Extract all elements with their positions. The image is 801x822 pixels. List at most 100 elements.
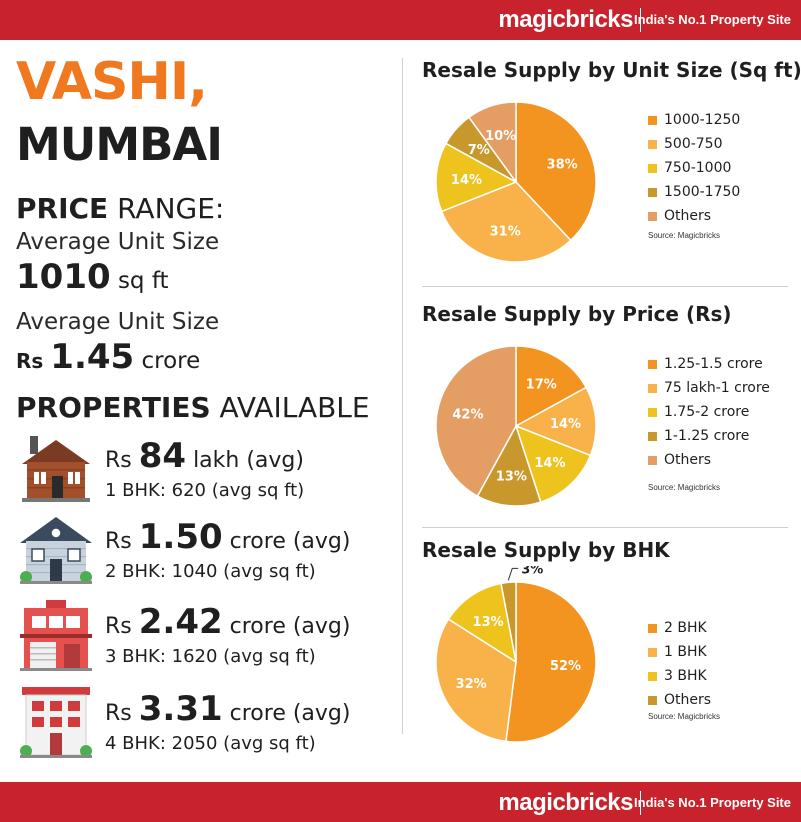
legend-item: 1-1.25 crore [648, 424, 770, 448]
pie-slice-2 [440, 181, 572, 263]
legend-swatch [648, 211, 657, 221]
locality-title: VASHI, [16, 52, 208, 112]
legend-label: 1000-1250 [664, 112, 741, 128]
legend-item: 75 lakh-1 crore [648, 376, 770, 400]
properties-heading: PROPERTIES AVAILABLE [16, 391, 370, 424]
chart-title: Resale Supply by BHK [422, 538, 670, 562]
legend-swatch [648, 359, 657, 369]
footer-brand-logo[interactable]: magicbricks [498, 789, 633, 816]
unit-size-label: Average Unit Size [16, 229, 220, 255]
property-price: Rs 1.50 crore (avg) [105, 517, 350, 557]
legend-label: Others [664, 208, 712, 224]
property-currency: Rs [105, 614, 139, 639]
column-divider [402, 58, 403, 734]
property-price-unit: lakh (avg) [186, 448, 304, 473]
pie-slice-5 [467, 101, 517, 185]
legend-item: Others [648, 448, 770, 472]
unit-size-value: 1010 [16, 257, 111, 297]
chart-title: Resale Supply by Price (Rs) [422, 302, 732, 326]
footer-tagline: India's No.1 Property Site [634, 795, 791, 810]
pie-leader-line [507, 567, 519, 581]
avg-price-value: 1.45 [50, 337, 135, 377]
pie-slice-label: 42% [452, 408, 483, 423]
property-price-value: 3.31 [138, 689, 223, 729]
pie-slice-label: 10% [485, 129, 516, 144]
building-icon [20, 687, 92, 758]
pie-slice-label: 31% [490, 224, 521, 239]
city-title: MUMBAI [16, 118, 223, 171]
legend-swatch [648, 139, 657, 149]
header-tagline: India's No.1 Property Site [634, 12, 791, 27]
legend-swatch [648, 163, 657, 173]
property-card-3bhk[interactable]: Rs 2.42 crore (avg) 3 BHK: 1620 (avg sq … [16, 600, 396, 680]
pie-chart: 38% 31% 14% 7%10% [435, 101, 597, 263]
property-card-4bhk[interactable]: Rs 3.31 crore (avg) 4 BHK: 2050 (avg sq … [16, 687, 396, 767]
price-range-heading: PRICE RANGE: [16, 192, 224, 225]
pie-slice-3 [435, 142, 518, 213]
property-currency: Rs [105, 701, 139, 726]
brand-logo[interactable]: magicbricks [498, 6, 633, 33]
legend-label: 2 BHK [664, 620, 707, 636]
legend-item: 2 BHK [648, 616, 711, 640]
pie-slice-4 [476, 424, 542, 507]
properties-heading-bold: PROPERTIES [16, 391, 211, 424]
chart-divider [422, 286, 788, 287]
property-card-2bhk[interactable]: Rs 1.50 crore (avg) 2 BHK: 1040 (avg sq … [16, 515, 396, 595]
legend-swatch [648, 407, 657, 417]
property-price-value: 84 [138, 436, 187, 476]
avg-price-value-line: Rs 1.45 crore [16, 337, 200, 377]
avg-price-unit: crore [134, 348, 201, 374]
legend-item: Others [648, 688, 711, 712]
chart-source: Source: Magicbricks [648, 483, 721, 492]
pie-slice-label: 14% [534, 456, 565, 471]
building-icon [20, 600, 92, 671]
house-icon [22, 436, 90, 502]
pie-chart: 52% 32% 13% 3% [435, 566, 597, 743]
legend-item: 750-1000 [648, 156, 740, 180]
pie-slice-4 [500, 581, 517, 663]
property-price: Rs 2.42 crore (avg) [105, 602, 350, 642]
avg-price-currency: Rs [16, 349, 51, 373]
pie-slice-label: 52% [550, 659, 581, 674]
pie-slice-3 [447, 582, 518, 664]
property-price-unit: crore (avg) [222, 701, 351, 726]
property-detail: 3 BHK: 1620 (avg sq ft) [105, 646, 316, 667]
legend-item: 1000-1250 [648, 108, 740, 132]
property-price: Rs 3.31 crore (avg) [105, 689, 350, 729]
legend-label: 3 BHK [664, 668, 707, 684]
legend-label: 750-1000 [664, 160, 732, 176]
property-price: Rs 84 lakh (avg) [105, 436, 304, 476]
property-price-value: 2.42 [138, 602, 223, 642]
pie-slice-2 [514, 386, 597, 457]
legend-swatch [648, 431, 657, 441]
legend-item: 500-750 [648, 132, 740, 156]
pie-chart: 17% 14% 14% 13% 42% [435, 345, 597, 507]
footer-separator [640, 791, 641, 815]
legend-swatch [648, 383, 657, 393]
pie-slice-label: 13% [496, 469, 527, 484]
property-card-1bhk[interactable]: Rs 84 lakh (avg) 1 BHK: 620 (avg sq ft) [16, 434, 396, 514]
legend-swatch [648, 187, 657, 197]
pie-slice-label: 38% [547, 158, 578, 173]
property-currency: Rs [105, 448, 139, 473]
legend-swatch [648, 623, 657, 633]
legend-label: 1.25-1.5 crore [664, 356, 763, 372]
pie-slice-label: 3% [521, 566, 543, 577]
legend-label: 500-750 [664, 136, 723, 152]
legend-label: 1 BHK [664, 644, 707, 660]
chart-price: Resale Supply by Price (Rs) 17% 14% 14% 13%… [422, 302, 794, 522]
pie-slice-1 [515, 101, 597, 242]
legend-label: Others [664, 692, 712, 708]
price-range-heading-bold: PRICE [16, 192, 109, 225]
property-detail: 2 BHK: 1040 (avg sq ft) [105, 561, 316, 582]
chart-source: Source: Magicbricks [648, 231, 721, 240]
legend-label: Others [664, 452, 712, 468]
legend-swatch [648, 647, 657, 657]
avg-price-label: Average Unit Size [16, 309, 220, 335]
header-banner: magicbricks India's No.1 Property Site [0, 0, 801, 40]
legend-label: 1500-1750 [664, 184, 741, 200]
pie-slice-label: 7% [468, 143, 490, 158]
header-separator [640, 8, 641, 32]
property-price-value: 1.50 [138, 517, 223, 557]
pie-slice-1 [515, 345, 588, 428]
